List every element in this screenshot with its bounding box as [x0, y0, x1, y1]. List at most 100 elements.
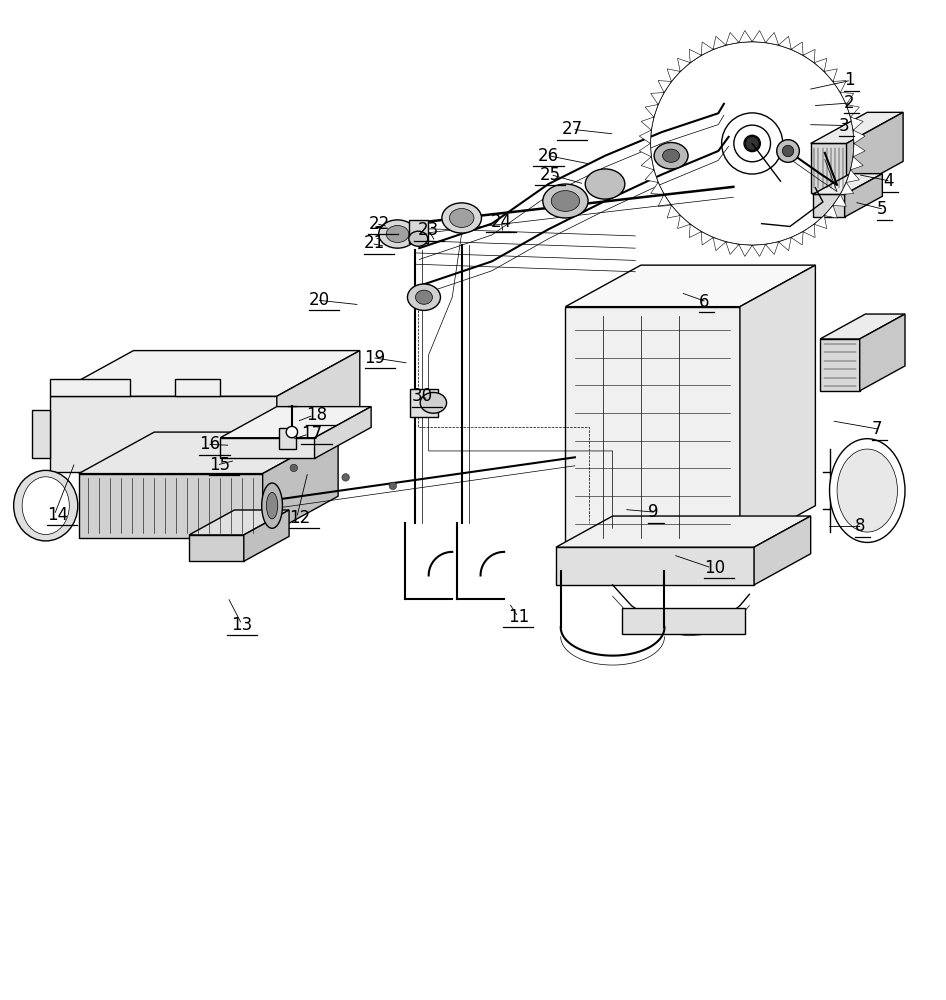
Text: 5: 5 [877, 200, 887, 218]
Polygon shape [639, 143, 651, 157]
Polygon shape [820, 314, 905, 339]
Polygon shape [824, 205, 837, 218]
Ellipse shape [662, 149, 679, 162]
Polygon shape [566, 307, 740, 547]
Polygon shape [850, 157, 863, 170]
Polygon shape [79, 474, 263, 538]
Ellipse shape [654, 143, 688, 169]
Circle shape [782, 145, 794, 157]
Polygon shape [791, 232, 803, 245]
Polygon shape [752, 244, 765, 256]
Polygon shape [779, 36, 791, 49]
Polygon shape [840, 93, 853, 104]
Polygon shape [813, 174, 883, 194]
Circle shape [342, 474, 349, 481]
Circle shape [287, 426, 298, 438]
Ellipse shape [378, 220, 416, 248]
Polygon shape [277, 351, 359, 472]
Circle shape [745, 136, 760, 151]
Polygon shape [677, 58, 691, 71]
Polygon shape [739, 244, 752, 256]
Polygon shape [840, 182, 853, 194]
Circle shape [290, 464, 298, 472]
Polygon shape [701, 232, 713, 245]
Text: 12: 12 [289, 509, 310, 527]
Text: 17: 17 [302, 425, 323, 443]
Polygon shape [752, 31, 765, 42]
Polygon shape [244, 510, 289, 561]
Ellipse shape [267, 492, 278, 519]
Text: 21: 21 [363, 234, 385, 252]
Ellipse shape [449, 209, 474, 227]
Text: 24: 24 [491, 213, 512, 231]
Polygon shape [754, 516, 811, 585]
Polygon shape [667, 69, 680, 81]
Bar [410, 389, 438, 417]
Polygon shape [740, 265, 815, 547]
Polygon shape [847, 170, 859, 182]
Ellipse shape [442, 203, 482, 233]
Text: 25: 25 [540, 166, 561, 184]
Polygon shape [639, 130, 651, 143]
Ellipse shape [409, 231, 428, 246]
Text: 16: 16 [200, 435, 220, 453]
Polygon shape [726, 242, 739, 254]
Polygon shape [50, 379, 130, 396]
Polygon shape [645, 104, 658, 117]
Polygon shape [641, 157, 654, 170]
Text: 15: 15 [209, 456, 230, 474]
Text: 14: 14 [46, 506, 68, 524]
Text: 9: 9 [648, 503, 659, 521]
Polygon shape [860, 314, 905, 391]
Text: 11: 11 [508, 608, 529, 626]
Polygon shape [815, 58, 827, 71]
Polygon shape [50, 351, 359, 396]
Text: 10: 10 [704, 559, 726, 577]
Polygon shape [263, 432, 338, 538]
Ellipse shape [262, 483, 283, 528]
Polygon shape [845, 174, 883, 217]
Polygon shape [739, 31, 752, 42]
Polygon shape [79, 432, 338, 474]
Polygon shape [824, 69, 837, 81]
Polygon shape [677, 215, 691, 229]
Polygon shape [803, 224, 815, 238]
Polygon shape [853, 143, 866, 157]
Ellipse shape [13, 470, 78, 541]
Ellipse shape [830, 439, 905, 542]
Polygon shape [189, 535, 244, 561]
Polygon shape [314, 407, 371, 458]
Text: 2: 2 [844, 94, 854, 112]
Text: 27: 27 [562, 120, 583, 138]
Polygon shape [833, 81, 847, 93]
Polygon shape [847, 104, 859, 117]
Polygon shape [658, 81, 672, 93]
Polygon shape [50, 396, 277, 472]
Polygon shape [779, 238, 791, 251]
Text: 3: 3 [839, 117, 850, 135]
Polygon shape [820, 339, 860, 391]
Polygon shape [651, 93, 664, 104]
Polygon shape [189, 510, 289, 535]
Text: 8: 8 [855, 517, 866, 535]
Polygon shape [833, 194, 847, 206]
Text: 1: 1 [844, 71, 854, 89]
Polygon shape [803, 49, 815, 63]
Polygon shape [641, 117, 654, 130]
Text: 20: 20 [309, 291, 330, 309]
Ellipse shape [420, 392, 447, 413]
Text: 6: 6 [699, 293, 710, 311]
Polygon shape [566, 265, 815, 307]
Text: 13: 13 [231, 616, 253, 634]
Polygon shape [645, 170, 658, 182]
Polygon shape [175, 379, 220, 396]
Polygon shape [713, 238, 726, 251]
Polygon shape [791, 42, 803, 55]
Polygon shape [556, 516, 811, 547]
Ellipse shape [552, 191, 580, 211]
Polygon shape [556, 547, 754, 585]
Polygon shape [850, 117, 863, 130]
Polygon shape [220, 407, 371, 438]
Ellipse shape [386, 226, 409, 243]
Polygon shape [811, 143, 847, 193]
